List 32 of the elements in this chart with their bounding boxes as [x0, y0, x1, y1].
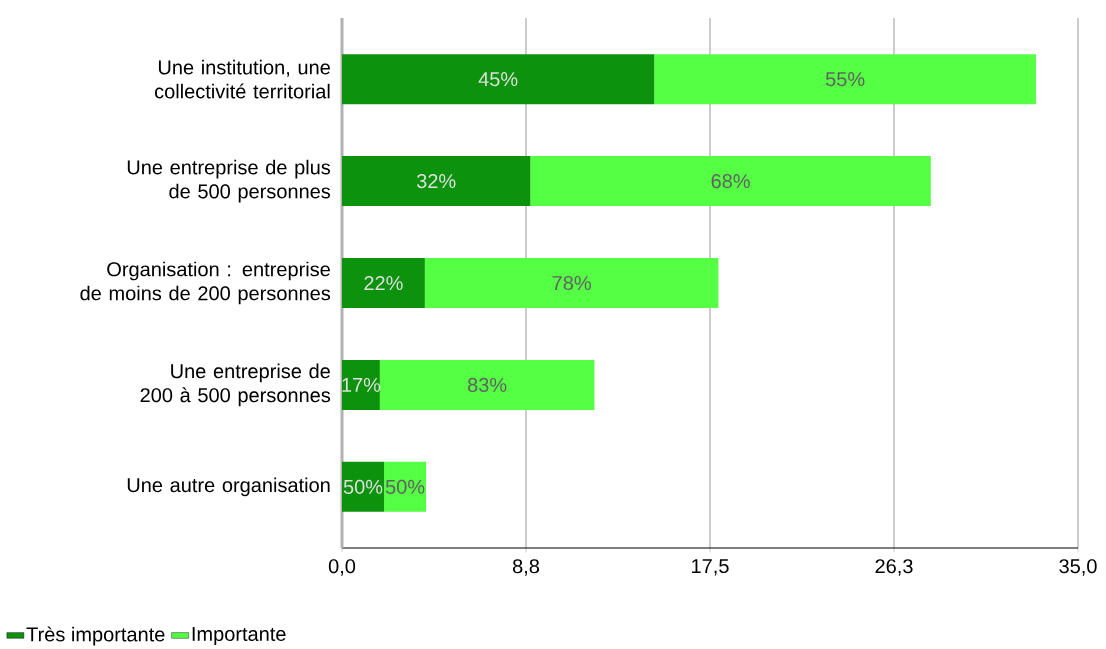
y-tick-label: Une institution, une collectivité territorial — [155, 59, 330, 99]
x-tick-label: 26,3 — [875, 559, 913, 576]
legend-label: Très importante — [26, 626, 165, 646]
x-tick-label: 8,8 — [512, 559, 540, 576]
annotation: 45% — [478, 72, 518, 87]
annotation: 50% — [343, 479, 383, 494]
bar — [379, 359, 595, 410]
annotation: 32% — [416, 174, 456, 189]
bar — [342, 359, 380, 410]
bar — [530, 156, 931, 207]
bar — [342, 54, 655, 105]
annotation: 50% — [385, 479, 425, 494]
y-tick-label: Organisation : entreprise de moins de 200 personnes — [80, 261, 331, 305]
annotation: 68% — [711, 174, 750, 189]
bar — [654, 54, 1036, 105]
y-tick-label: Une entreprise de plus de 500 personnes — [127, 159, 331, 203]
annotation: 83% — [467, 377, 507, 392]
y-tick-label: Une autre organisation — [127, 477, 330, 497]
annotation: 22% — [364, 275, 403, 291]
bar — [384, 461, 427, 512]
x-tick-label: 17,5 — [692, 559, 729, 576]
annotation: 55% — [825, 72, 865, 87]
bar — [424, 258, 719, 308]
y-tick-label: Une entreprise de 200 à 500 personnes — [140, 363, 331, 407]
annotation: 17% — [342, 377, 381, 392]
bar — [342, 461, 385, 512]
annotation: 78% — [552, 275, 591, 291]
x-tick-label: 0,0 — [328, 559, 356, 576]
x-tick-label: 35,0 — [1059, 559, 1097, 576]
legend-label: Importante — [192, 627, 286, 645]
bar — [342, 258, 425, 308]
bar — [342, 156, 531, 207]
